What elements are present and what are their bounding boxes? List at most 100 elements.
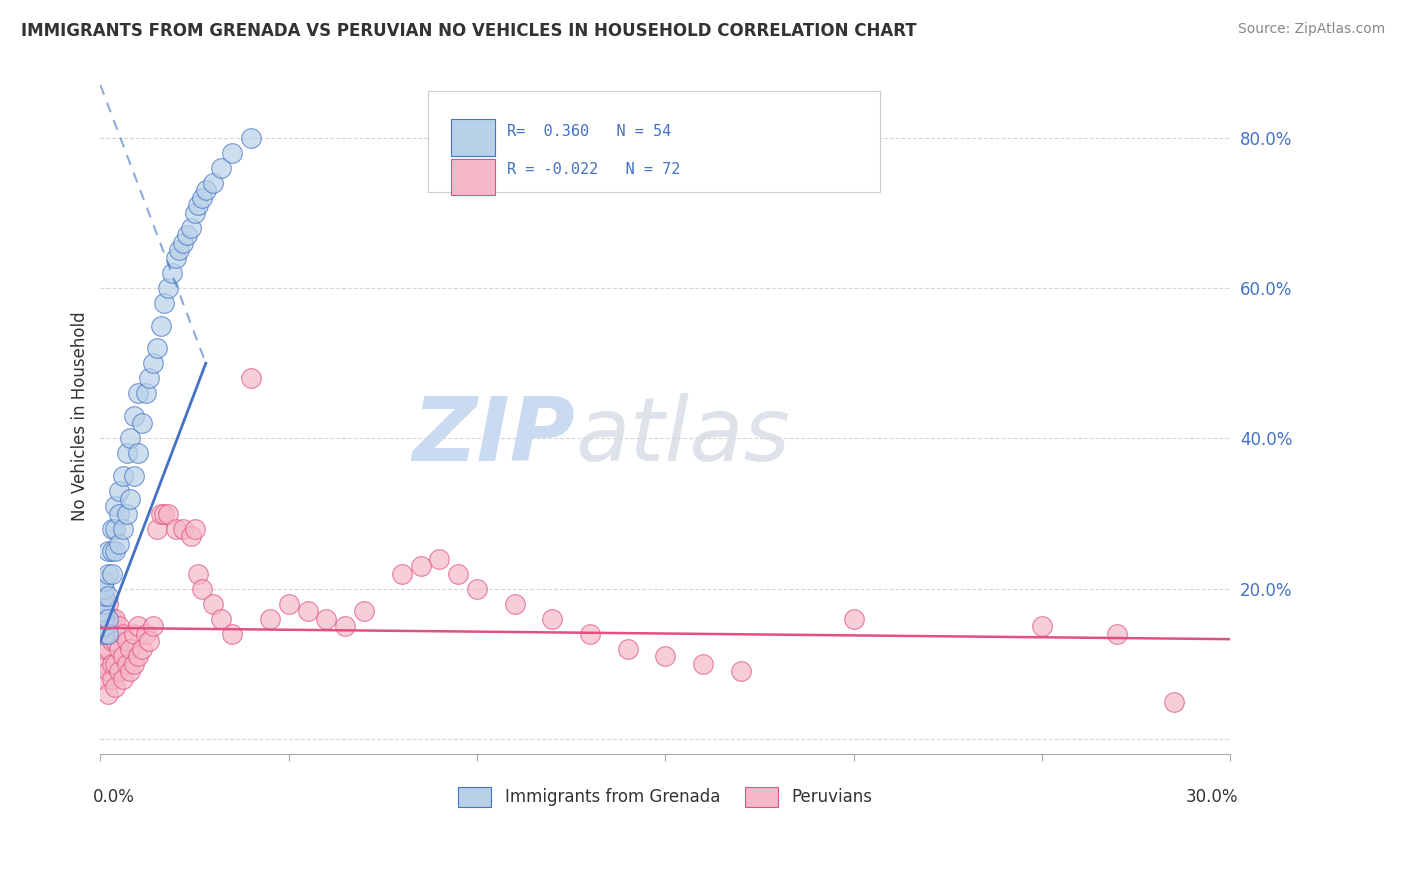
Point: [149, 507, 172, 521]
Point: [165, 251, 187, 265]
Point: [447, 566, 470, 581]
Point: [315, 612, 337, 626]
Point: [221, 627, 243, 641]
Point: [503, 597, 526, 611]
Point: [115, 657, 138, 671]
Point: [100, 566, 122, 581]
Point: [240, 371, 263, 385]
Point: [104, 544, 127, 558]
Point: [183, 522, 205, 536]
FancyBboxPatch shape: [427, 91, 880, 193]
Point: [97, 665, 120, 679]
Point: [240, 130, 263, 145]
Point: [157, 281, 180, 295]
Point: [93, 597, 115, 611]
Point: [1163, 695, 1185, 709]
Point: [122, 627, 145, 641]
Point: [131, 417, 153, 431]
Point: [165, 522, 187, 536]
Point: [93, 627, 115, 641]
Point: [335, 619, 357, 633]
Point: [142, 619, 165, 633]
Point: [97, 612, 120, 626]
Point: [93, 627, 115, 641]
Point: [120, 642, 142, 657]
Point: [93, 612, 115, 626]
Point: [93, 657, 115, 671]
Text: R = -0.022   N = 72: R = -0.022 N = 72: [508, 162, 681, 178]
Point: [541, 612, 564, 626]
Point: [209, 612, 232, 626]
Point: [97, 687, 120, 701]
Point: [138, 634, 160, 648]
Point: [111, 627, 134, 641]
Point: [142, 356, 165, 370]
Point: [149, 318, 172, 333]
Point: [169, 244, 191, 258]
Point: [120, 665, 142, 679]
Point: [209, 161, 232, 175]
Point: [135, 386, 157, 401]
Point: [153, 296, 176, 310]
Point: [93, 672, 115, 686]
Point: [104, 522, 127, 536]
Point: [111, 649, 134, 664]
Point: [93, 589, 115, 603]
Point: [115, 446, 138, 460]
Point: [654, 649, 676, 664]
Point: [100, 657, 122, 671]
Point: [194, 183, 217, 197]
Point: [180, 220, 202, 235]
Point: [202, 597, 225, 611]
FancyBboxPatch shape: [451, 119, 495, 155]
Point: [108, 483, 131, 498]
Point: [104, 499, 127, 513]
Point: [187, 566, 209, 581]
Point: [115, 634, 138, 648]
Point: [93, 582, 115, 596]
Point: [120, 491, 142, 506]
Point: [100, 672, 122, 686]
Point: [93, 619, 115, 633]
Point: [104, 634, 127, 648]
Point: [153, 507, 176, 521]
Point: [187, 198, 209, 212]
Point: [191, 582, 214, 596]
Point: [180, 529, 202, 543]
Point: [138, 371, 160, 385]
Legend: Immigrants from Grenada, Peruvians: Immigrants from Grenada, Peruvians: [451, 780, 879, 814]
Point: [97, 642, 120, 657]
Point: [127, 619, 149, 633]
Point: [97, 627, 120, 641]
Point: [131, 642, 153, 657]
Point: [692, 657, 714, 671]
Point: [93, 612, 115, 626]
Point: [353, 604, 375, 618]
Point: [221, 145, 243, 160]
FancyBboxPatch shape: [451, 159, 495, 195]
Point: [97, 597, 120, 611]
Text: atlas: atlas: [575, 393, 790, 479]
Point: [108, 536, 131, 550]
Point: [111, 469, 134, 483]
Point: [93, 604, 115, 618]
Point: [93, 642, 115, 657]
Text: IMMIGRANTS FROM GRENADA VS PERUVIAN NO VEHICLES IN HOUSEHOLD CORRELATION CHART: IMMIGRANTS FROM GRENADA VS PERUVIAN NO V…: [21, 22, 917, 40]
Point: [97, 544, 120, 558]
Point: [146, 522, 169, 536]
Point: [127, 386, 149, 401]
Point: [297, 604, 319, 618]
Point: [183, 206, 205, 220]
Point: [115, 507, 138, 521]
Y-axis label: No Vehicles in Household: No Vehicles in Household: [72, 311, 89, 521]
Point: [104, 612, 127, 626]
Point: [108, 619, 131, 633]
Point: [122, 469, 145, 483]
Point: [465, 582, 488, 596]
Point: [391, 566, 413, 581]
Point: [146, 341, 169, 355]
Point: [135, 627, 157, 641]
Point: [122, 409, 145, 423]
Point: [1107, 627, 1129, 641]
Point: [111, 672, 134, 686]
